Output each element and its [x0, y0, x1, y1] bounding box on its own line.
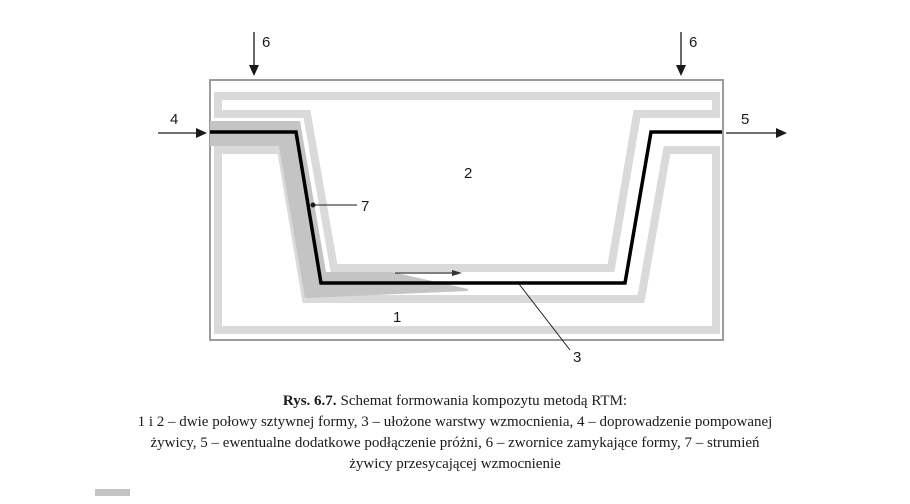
page-marker [95, 489, 130, 496]
clamp-arrow-right-head [676, 65, 686, 76]
label-clamp-right: 6 [689, 34, 697, 51]
label-mold-lower: 1 [393, 309, 401, 326]
caption-title: Schemat formowania kompozytu metodą RTM: [340, 393, 628, 409]
label-vacuum-outlet: 5 [741, 111, 749, 128]
caption-figure-id: Rys. 6.7. [282, 393, 337, 409]
resin-inlet-arrow [158, 128, 207, 138]
flow-arrow-head [452, 270, 462, 276]
vacuum-outlet-arrow [726, 128, 787, 138]
clamp-arrow-right [676, 32, 686, 76]
resin-inlet-arrow-head [196, 128, 207, 138]
label-resin-inlet: 4 [170, 111, 178, 128]
figure-caption: Rys. 6.7. Schemat formowania kompozytu me… [0, 391, 910, 475]
reinforcement-leader-line [518, 283, 571, 351]
caption-line: 1 i 2 – dwie połowy sztywnej formy, 3 – … [137, 414, 773, 430]
reinforcement-line [210, 130, 722, 285]
flow-direction-arrow [395, 270, 462, 276]
clamp-arrow-left-head [249, 65, 259, 76]
caption-line: żywicy przesycającej wzmocnienie [349, 456, 561, 472]
label-resin-flow: 7 [361, 198, 369, 215]
clamp-arrow-left [249, 32, 259, 76]
caption-heading: Rys. 6.7. Schemat formowania kompozytu me… [0, 391, 910, 412]
resin-flow-region [210, 121, 468, 298]
label-mold-upper: 2 [464, 165, 472, 182]
label-clamp-left: 6 [262, 34, 270, 51]
label-reinforcement: 3 [573, 349, 581, 366]
caption-line: żywicy, 5 – ewentualne dodatkowe podłącz… [150, 435, 760, 451]
vacuum-outlet-arrow-head [776, 128, 787, 138]
upper-mold-band [214, 92, 720, 272]
